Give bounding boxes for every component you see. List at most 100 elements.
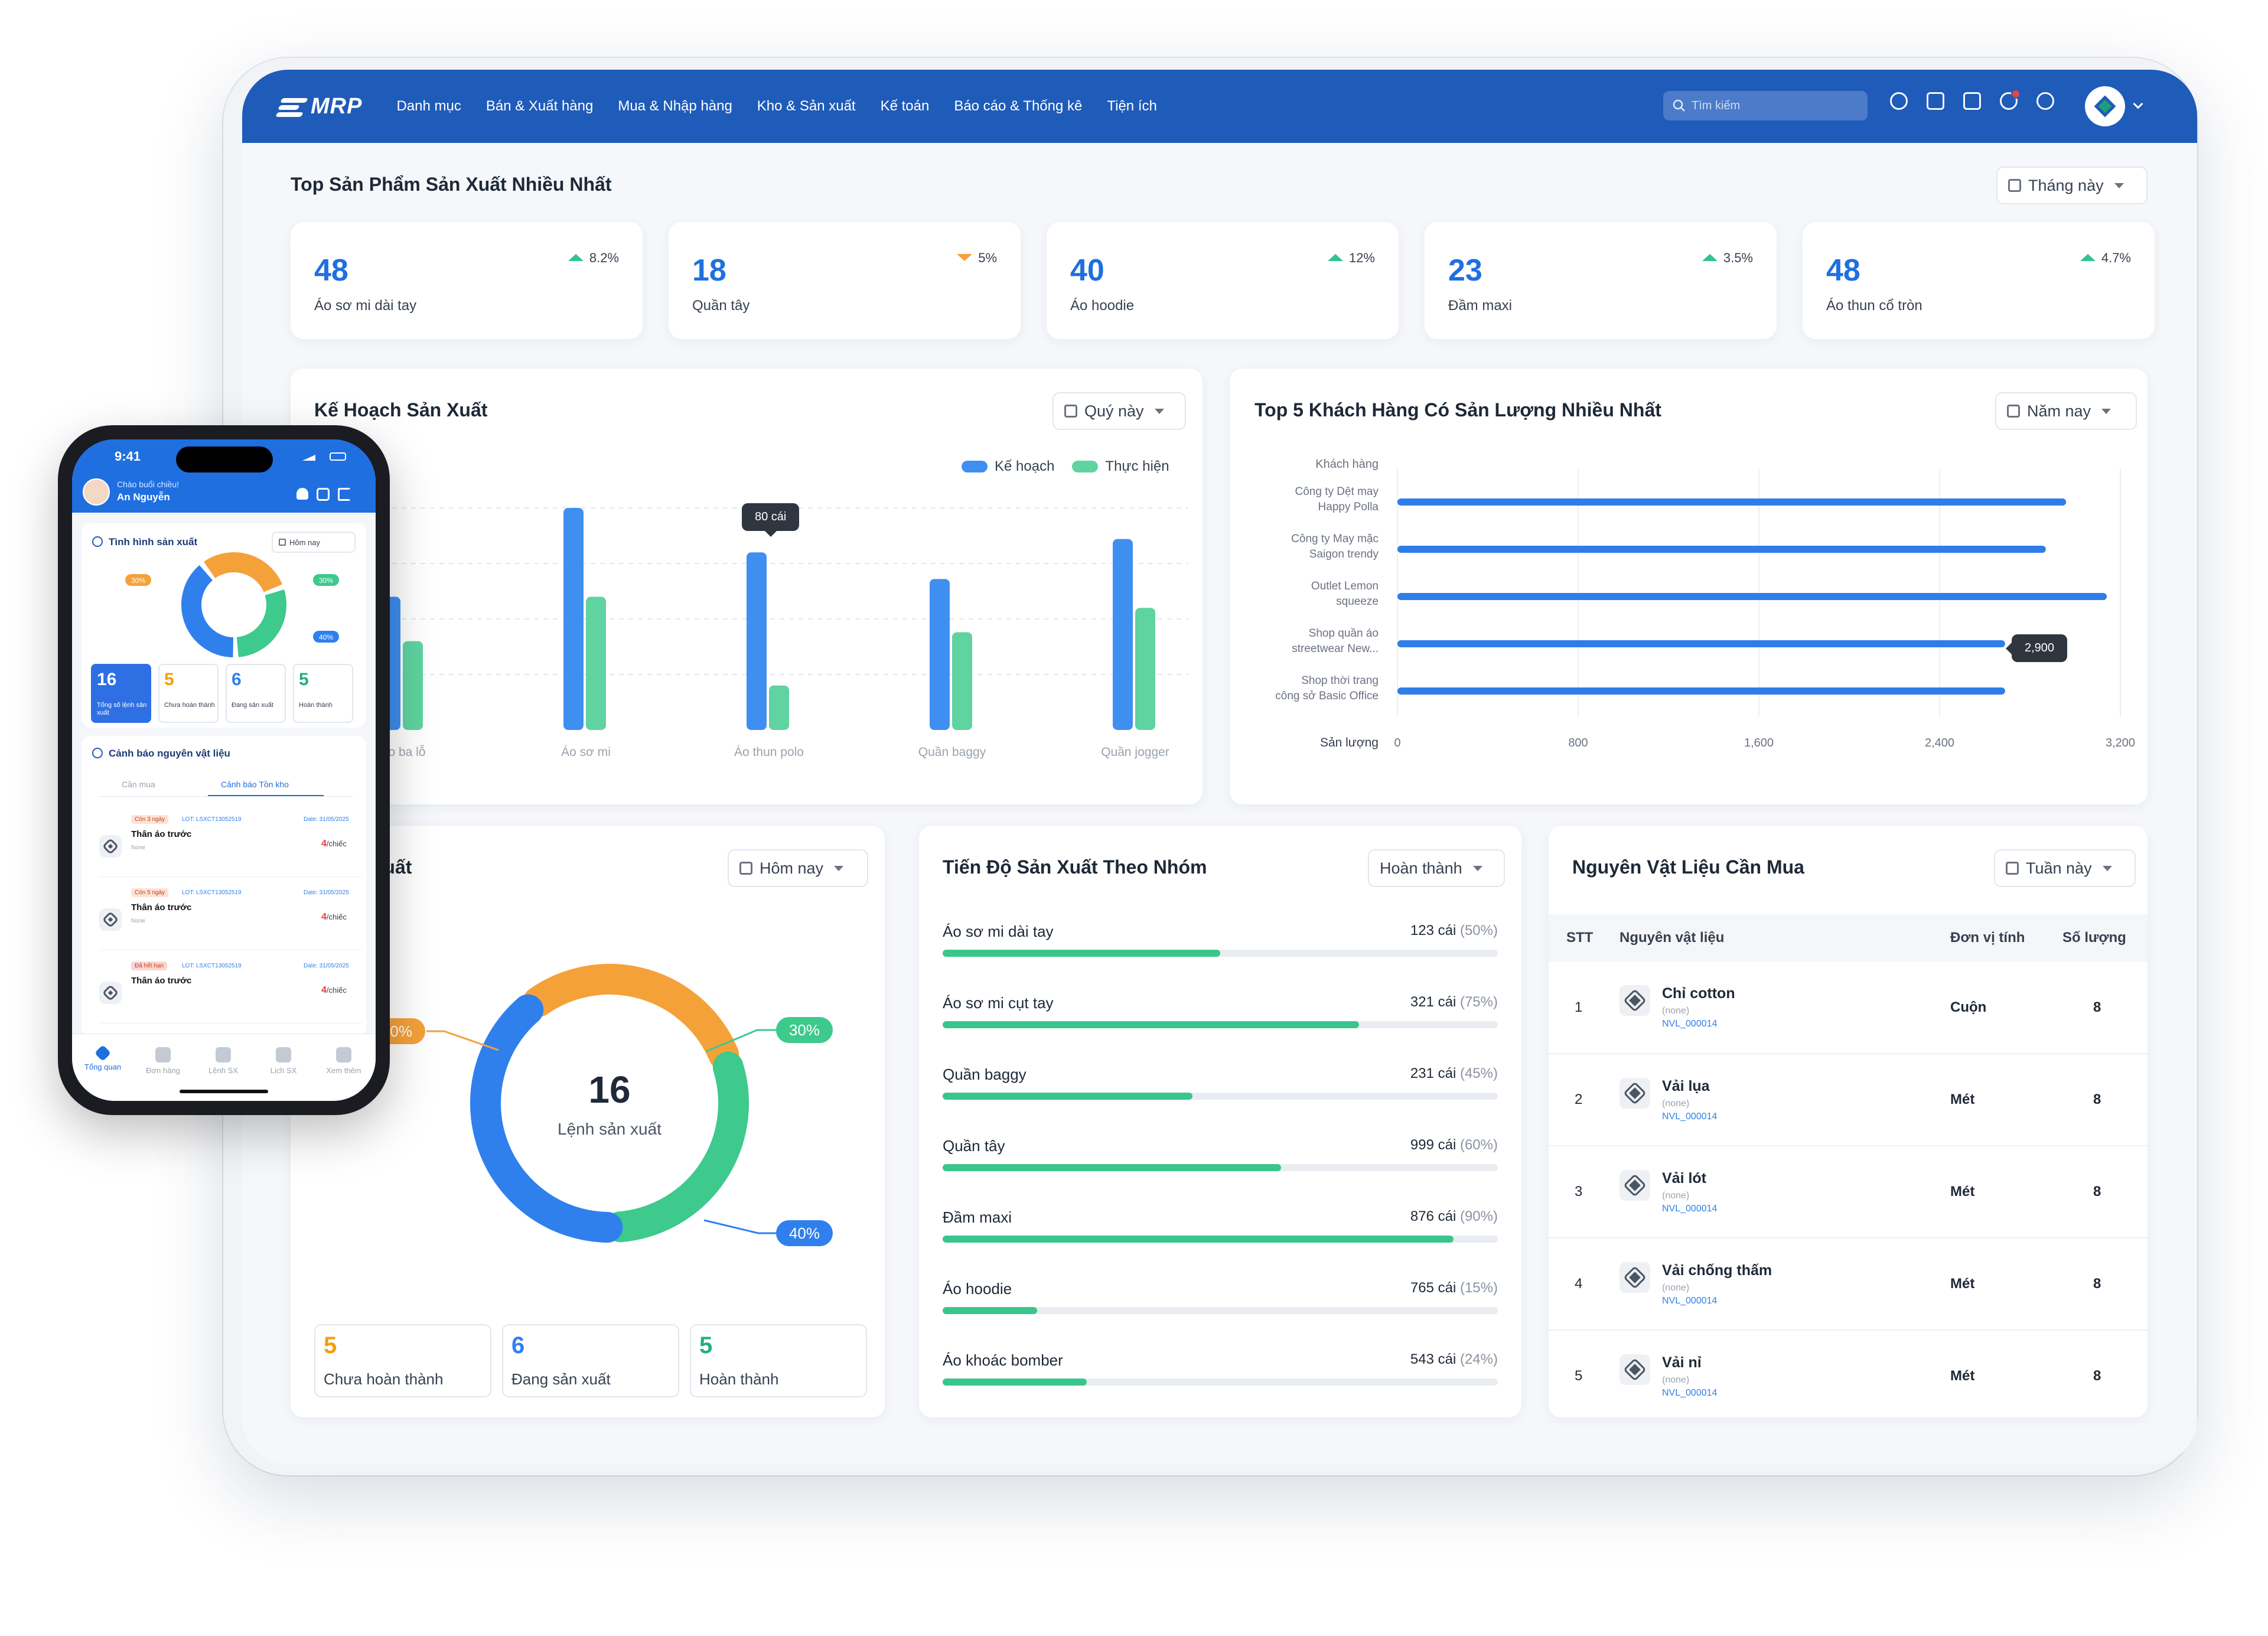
donut-slice[interactable] <box>470 994 623 1243</box>
customers-period-select[interactable]: Năm nay <box>1995 392 2137 430</box>
avatar[interactable] <box>2085 86 2125 126</box>
phone-period-select[interactable]: Hôm nay <box>272 532 356 553</box>
bar-actual[interactable] <box>1135 608 1155 730</box>
item-image-icon <box>99 982 122 1004</box>
app-logo[interactable]: MRP <box>275 94 362 119</box>
table-row[interactable]: 2 Vải lụa (none) NVL_000014 Mét 8 <box>1549 1054 2148 1146</box>
materials-period-select[interactable]: Tuần này <box>1994 849 2136 887</box>
phone-stat-tile[interactable]: 5 Hoàn thành <box>293 664 353 723</box>
material-code[interactable]: NVL_000014 <box>1662 1387 1718 1398</box>
tile-label: Đang sản xuất <box>232 702 273 709</box>
nav-item-tien-ich[interactable]: Tiện ích <box>1107 98 1157 114</box>
group-progress-filter[interactable]: Hoàn thành <box>1368 849 1505 887</box>
phone-stat-tile[interactable]: 5 Chưa hoàn thành <box>158 664 219 723</box>
customer-bar[interactable] <box>1397 687 2005 695</box>
nav-item-ban-xuat[interactable]: Bán & Xuất hàng <box>485 98 594 114</box>
phone-donut-slice[interactable] <box>203 552 282 593</box>
table-row[interactable]: 3 Vải lót (none) NVL_000014 Mét 8 <box>1549 1146 2148 1239</box>
search-input[interactable]: Tìm kiếm <box>1663 91 1868 120</box>
help-icon[interactable] <box>2036 92 2054 110</box>
stat-done[interactable]: 5 Hoàn thành <box>690 1324 867 1397</box>
y-tick-label: Outlet Lemon <box>1311 580 1379 592</box>
tab-tong-quan[interactable]: Tổng quan <box>73 1044 132 1071</box>
bell-icon[interactable] <box>2000 89 2021 110</box>
bar-actual[interactable] <box>952 632 972 730</box>
table-row[interactable]: 1 Chỉ cotton (none) NVL_000014 Cuộn 8 <box>1549 962 2148 1054</box>
tab-canh-bao-ton-kho[interactable]: Cảnh báo Tồn kho <box>221 780 289 789</box>
kpi-label: Đầm maxi <box>1448 298 1513 314</box>
nav-item-bao-cao[interactable]: Báo cáo & Thống kê <box>954 98 1083 114</box>
bar-actual[interactable] <box>769 685 789 730</box>
table-row[interactable]: 4 Vải chống thấm (none) NVL_000014 Mét 8 <box>1549 1238 2148 1331</box>
material-code[interactable]: NVL_000014 <box>1662 1203 1718 1214</box>
kpi-card[interactable]: 23 Đầm maxi 3.5% <box>1425 222 1777 339</box>
material-code[interactable]: NVL_000014 <box>1662 1019 1718 1029</box>
bar-plan[interactable] <box>563 508 584 730</box>
tile-value: 6 <box>232 670 242 689</box>
customer-bar[interactable] <box>1397 593 2107 600</box>
nav-item-ke-toan[interactable]: Kế toán <box>880 98 930 114</box>
customer-bar[interactable] <box>1397 546 2046 553</box>
phone-donut-slice[interactable] <box>236 589 286 657</box>
materials-title: Nguyên Vật Liệu Cần Mua <box>1572 856 1804 878</box>
x-tick-label: 2,400 <box>1925 736 1954 749</box>
bar-plan[interactable] <box>1113 539 1133 730</box>
material-code[interactable]: NVL_000014 <box>1662 1295 1718 1306</box>
chevron-down-icon <box>2101 408 2111 414</box>
donut-slice[interactable] <box>605 1051 749 1243</box>
bar-actual[interactable] <box>403 641 423 730</box>
trend-up-icon <box>2080 254 2096 262</box>
orders-period-select[interactable]: Hôm nay <box>728 849 868 887</box>
settings-icon[interactable] <box>1890 92 1908 110</box>
table-row[interactable]: 5 Vải nỉ (none) NVL_000014 Mét 8 <box>1549 1330 2148 1423</box>
user-avatar[interactable] <box>83 478 110 506</box>
x-tick-label: 1,600 <box>1744 736 1774 749</box>
logout-icon[interactable] <box>338 488 351 501</box>
y-axis-title: Khách hàng <box>1315 458 1379 471</box>
donut-slice[interactable] <box>523 964 739 1070</box>
phone-stat-tile[interactable]: 6 Đang sản xuất <box>226 664 286 723</box>
chevron-down-icon[interactable] <box>2133 99 2143 109</box>
alert-item[interactable]: Còn 3 ngày LOT: LSXCT13052519 Date: 31/05/… <box>99 815 363 877</box>
tab-don-hang[interactable]: Đơn hàng <box>133 1047 193 1075</box>
stat-incomplete[interactable]: 5 Chưa hoàn thành <box>314 1324 491 1397</box>
bell-icon[interactable] <box>296 488 308 500</box>
phone-alert-card: Cảnh báo nguyên vật liệu Cần mua Cảnh bá… <box>82 736 366 1037</box>
phone-stat-tile[interactable]: 16 Tổng số lệnh sản xuất <box>91 664 151 723</box>
material-code[interactable]: NVL_000014 <box>1662 1111 1718 1122</box>
nav-item-kho-san-xuat[interactable]: Kho & Sản xuất <box>757 98 856 114</box>
phone-donut-slice[interactable] <box>181 565 234 657</box>
kpi-card[interactable]: 40 Áo hoodie 12% <box>1047 222 1399 339</box>
kpi-change: 3.5% <box>1702 250 1753 266</box>
bar-plan[interactable] <box>930 579 950 730</box>
plan-period-select[interactable]: Quý này <box>1052 392 1186 430</box>
material-name: Vải nỉ <box>1662 1354 1702 1371</box>
kpi-card[interactable]: 48 Áo thun cổ tròn 4.7% <box>1803 222 2155 339</box>
progress-name: Áo khoác bomber <box>943 1351 1063 1369</box>
tab-can-mua[interactable]: Cần mua <box>122 780 155 789</box>
tab-lenh-sx[interactable]: Lệnh SX <box>194 1047 253 1075</box>
y-tick-label: Happy Polla <box>1318 501 1379 513</box>
progress-qty: 321 cái <box>1410 994 1456 1010</box>
tab-lich-sx[interactable]: Lịch SX <box>254 1047 313 1075</box>
tab-xem-them[interactable]: Xem thêm <box>314 1047 373 1075</box>
callout-label: 40% <box>789 1224 820 1242</box>
alert-item[interactable]: Đã hết hạn LOT: LSXCT13052519 Date: 31/05/… <box>99 962 363 1024</box>
progress-value: 765 cái (15%) <box>1410 1280 1498 1296</box>
apps-icon[interactable] <box>1927 92 1944 110</box>
kpi-card[interactable]: 18 Quần tây 5% <box>669 222 1021 339</box>
bar-plan[interactable] <box>747 552 767 730</box>
stat-in-progress[interactable]: 6 Đang sản xuất <box>502 1324 679 1397</box>
chat-icon[interactable] <box>1963 92 1981 110</box>
nav-item-mua-nhap[interactable]: Mua & Nhập hàng <box>618 98 732 114</box>
kpi-card[interactable]: 48 Áo sơ mi dài tay 8.2% <box>291 222 643 339</box>
customer-bar[interactable] <box>1397 498 2067 506</box>
cell-material: Vải lót (none) NVL_000014 <box>1619 1146 1950 1239</box>
bar-actual[interactable] <box>586 597 606 730</box>
customer-bar[interactable] <box>1397 640 2005 647</box>
table-header-row: STT Nguyên vật liệu Đơn vị tính Số lượng <box>1549 914 2148 962</box>
nav-item-danh-muc[interactable]: Danh mục <box>396 98 461 114</box>
alert-item[interactable]: Còn 5 ngày LOT: LSXCT13052519 Date: 31/05/… <box>99 888 363 950</box>
scan-icon[interactable] <box>317 488 330 501</box>
top-products-period-select[interactable]: Tháng này <box>1996 167 2148 204</box>
